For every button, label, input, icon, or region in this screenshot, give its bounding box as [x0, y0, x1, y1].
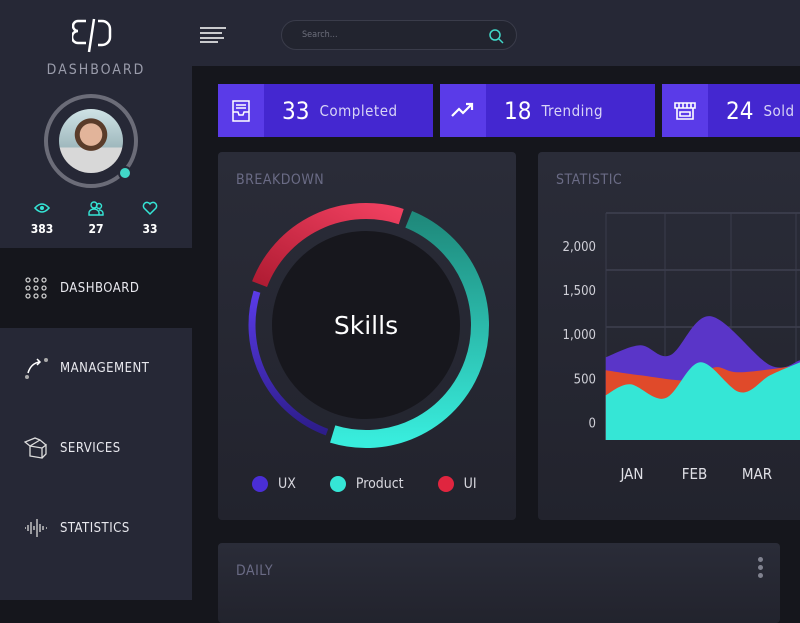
nav-statistics[interactable]: STATISTICS	[0, 488, 192, 568]
x-tick-label: FEB	[682, 465, 708, 483]
y-tick-label: 500	[574, 372, 596, 387]
online-status-icon	[118, 166, 132, 180]
y-tick-label: 1,500	[563, 284, 596, 299]
daily-card: DAILY	[218, 543, 780, 623]
donut-segment-ux[interactable]	[248, 290, 329, 436]
search-input[interactable]: Search...	[281, 20, 517, 50]
nav-management[interactable]: MANAGEMENT	[0, 328, 192, 408]
stat-likes: 33	[128, 200, 172, 236]
route-icon	[25, 358, 48, 379]
x-tick-label: JAN	[619, 465, 643, 483]
y-tick-label: 1,000	[563, 328, 596, 343]
area-series-2	[605, 362, 800, 440]
menu-icon[interactable]	[200, 27, 226, 43]
waveform-icon	[25, 519, 47, 537]
tile-sold[interactable]: 24 Sold	[662, 84, 800, 137]
users-icon	[88, 201, 104, 216]
logo	[72, 18, 112, 53]
legend-product: Product	[329, 476, 404, 492]
donut-segment-ui[interactable]	[252, 203, 404, 288]
tile-trending[interactable]: 18 Trending	[440, 84, 655, 137]
trending-up-icon	[451, 102, 474, 117]
nav-services[interactable]: SERVICES	[0, 408, 192, 488]
grid-icon	[25, 277, 47, 299]
y-tick-label: 0	[589, 416, 596, 431]
inbox-icon	[232, 99, 250, 122]
stat-views: 383	[20, 200, 64, 236]
donut-center-label: Skills	[334, 311, 398, 340]
donut-segment-product[interactable]	[330, 210, 489, 448]
legend-ux: UX	[252, 476, 296, 492]
brand-name: DASHBOARD	[46, 62, 146, 78]
tile-completed[interactable]: 33 Completed	[218, 84, 433, 137]
breakdown-card: BREAKDOWN Skills UX Product UI	[218, 152, 516, 520]
statistic-chart: 0 500 1,000 1,500 2,000 JAN FEB MAR	[563, 212, 800, 483]
x-tick-label: MAR	[742, 465, 772, 483]
sidebar: DASHBOARD 383 27 33 DASHBOARD MANAGEMENT…	[0, 0, 192, 600]
avatar-photo	[59, 109, 123, 173]
eye-icon	[34, 203, 50, 213]
statistic-card: STATISTIC 0 500 1,000 1,500 2,000 JAN FEB MAR	[538, 152, 800, 520]
heart-icon	[142, 201, 158, 216]
stat-followers: 27	[74, 200, 118, 236]
skills-donut: Skills	[248, 203, 489, 448]
box-icon	[24, 437, 47, 459]
avatar[interactable]	[44, 94, 138, 188]
topbar: Search...	[192, 0, 800, 66]
y-tick-label: 2,000	[563, 240, 596, 255]
search-icon[interactable]	[488, 28, 504, 44]
nav-dashboard[interactable]: DASHBOARD	[0, 248, 192, 328]
legend-ui: UI	[437, 476, 477, 492]
more-options-icon[interactable]	[758, 557, 764, 581]
store-icon	[674, 101, 696, 120]
